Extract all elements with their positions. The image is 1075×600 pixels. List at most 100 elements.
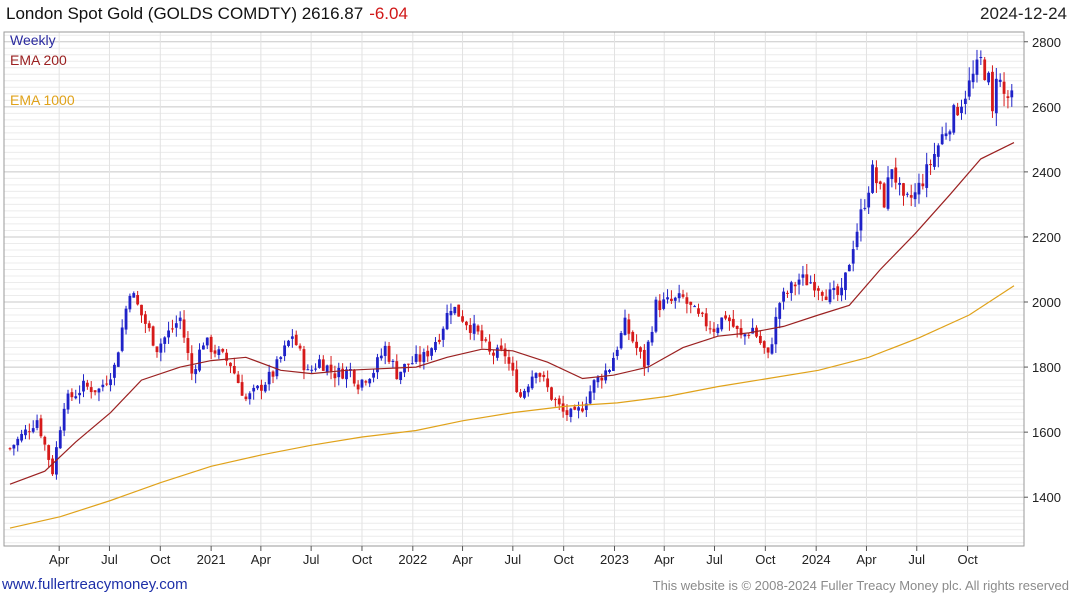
- candle: [824, 289, 828, 301]
- candle-body: [445, 312, 449, 330]
- x-tick-label: Oct: [957, 552, 978, 567]
- candle: [507, 349, 511, 371]
- candle: [693, 304, 697, 308]
- candle: [465, 320, 468, 331]
- candle: [97, 387, 101, 402]
- candle: [553, 397, 557, 407]
- candle-body: [511, 362, 515, 371]
- candle: [43, 435, 47, 451]
- candle: [515, 360, 519, 394]
- candle-body: [78, 392, 82, 396]
- candle: [933, 142, 936, 170]
- candle-body: [758, 335, 762, 344]
- candle-body: [441, 328, 445, 340]
- candle-body: [546, 378, 550, 388]
- candle-body: [875, 167, 878, 184]
- candle-body: [499, 345, 503, 350]
- candle: [279, 356, 283, 363]
- candle-body: [809, 282, 813, 284]
- candle-body: [507, 357, 511, 364]
- candle: [608, 368, 611, 374]
- candle: [716, 324, 720, 336]
- candle-body: [960, 106, 963, 114]
- candle-body: [836, 286, 840, 295]
- candle-body: [352, 370, 356, 384]
- candle-body: [275, 359, 279, 377]
- candle: [805, 263, 809, 286]
- candle-body: [805, 274, 809, 286]
- y-tick-label: 1800: [1032, 360, 1061, 375]
- candle: [221, 348, 225, 354]
- candle: [662, 292, 666, 311]
- candle-body: [855, 231, 859, 248]
- candle: [136, 290, 140, 306]
- candle: [875, 160, 878, 193]
- candle-body: [797, 279, 801, 285]
- candle-body: [720, 317, 724, 330]
- candle-body: [840, 287, 844, 296]
- candle: [813, 273, 816, 298]
- candle: [851, 240, 855, 272]
- ema-line-1000: [9, 285, 1015, 529]
- candle: [151, 325, 155, 347]
- candle-body: [747, 334, 751, 336]
- candle: [140, 304, 143, 323]
- candle-body: [151, 326, 155, 346]
- candle-body: [182, 319, 186, 338]
- candle: [820, 290, 824, 302]
- candle-body: [851, 249, 855, 264]
- x-tick-label: Jul: [101, 552, 118, 567]
- candle-body: [325, 365, 329, 373]
- candle-body: [662, 299, 666, 309]
- candle-body: [205, 337, 209, 346]
- candle-body: [615, 349, 619, 357]
- candle-body: [933, 153, 936, 167]
- candle-body: [681, 294, 685, 297]
- candle: [778, 302, 782, 329]
- candle: [712, 322, 716, 338]
- candle: [847, 263, 851, 272]
- candle: [1010, 84, 1014, 107]
- candle: [971, 60, 975, 89]
- candle-body: [31, 428, 35, 432]
- candle: [623, 309, 627, 336]
- candle-body: [538, 373, 542, 377]
- candle: [685, 292, 689, 314]
- candle-body: [650, 331, 654, 343]
- candle-body: [89, 387, 93, 393]
- website-link[interactable]: www.fullertreacymoney.com: [2, 576, 188, 593]
- candle: [855, 223, 859, 251]
- chart-date: 2024-12-24: [980, 4, 1067, 23]
- candle-body: [472, 323, 476, 334]
- candle-body: [793, 284, 797, 287]
- candle-body: [105, 383, 109, 385]
- candle: [929, 159, 932, 175]
- candle: [298, 343, 302, 351]
- candle: [290, 329, 294, 348]
- candle-body: [646, 341, 650, 366]
- candle-body: [27, 431, 31, 433]
- candle: [201, 342, 205, 350]
- candle: [836, 283, 840, 302]
- candle-body: [890, 169, 894, 180]
- candle-body: [453, 306, 457, 314]
- candle-body: [557, 398, 561, 405]
- candle: [39, 414, 43, 439]
- candle: [898, 177, 902, 196]
- candle-body: [975, 59, 979, 75]
- candle: [523, 388, 526, 400]
- candle-body: [132, 293, 136, 298]
- candle: [700, 311, 704, 318]
- candle-body: [670, 298, 673, 301]
- candle-body: [140, 304, 143, 316]
- candle: [743, 333, 747, 345]
- candle: [124, 305, 128, 335]
- candle-body: [1010, 90, 1014, 98]
- candle: [480, 324, 484, 349]
- candle: [205, 337, 209, 350]
- candle-body: [569, 408, 573, 417]
- plot-frame: [3, 31, 1025, 547]
- candle-body: [93, 390, 97, 393]
- candle: [306, 364, 310, 371]
- candle: [468, 318, 472, 340]
